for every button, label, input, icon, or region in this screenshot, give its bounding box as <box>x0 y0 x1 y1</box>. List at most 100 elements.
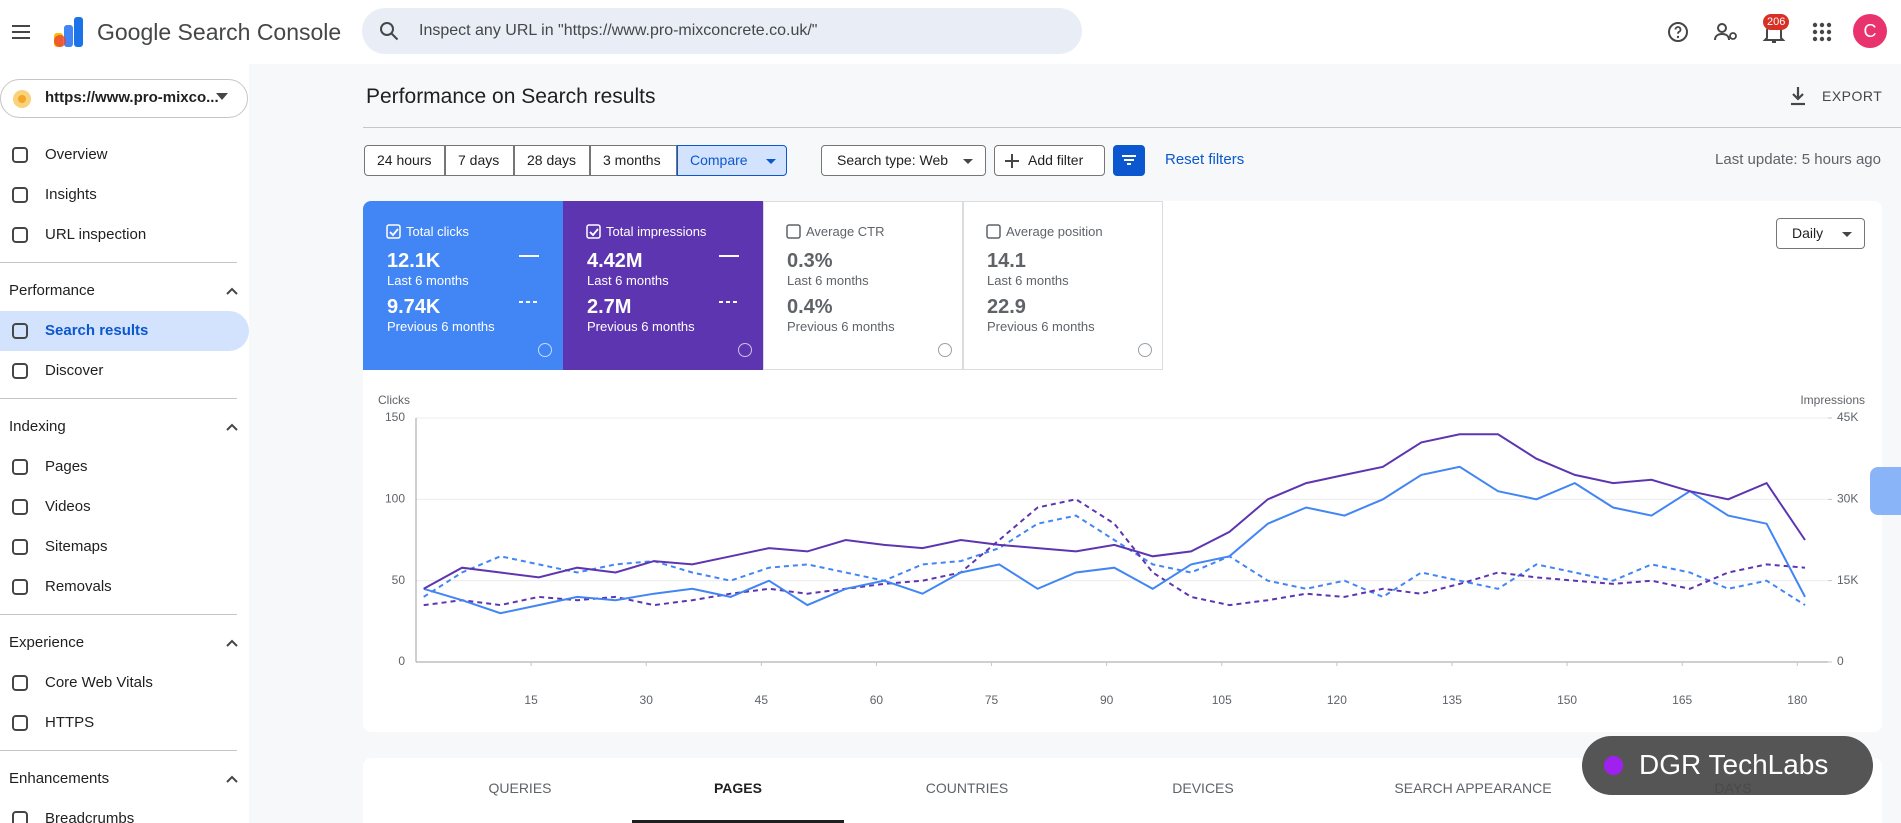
search-type-button[interactable]: Search type: Web <box>821 145 986 176</box>
nav-item[interactable]: URL inspection <box>45 226 147 243</box>
line-legend <box>719 255 739 257</box>
nav-section-title[interactable]: Experience <box>9 634 85 651</box>
card-help <box>538 343 552 357</box>
metric-card[interactable] <box>363 201 563 370</box>
range-button[interactable]: 24 hours <box>364 145 445 176</box>
watermark <box>1582 736 1873 795</box>
metric-card[interactable] <box>963 201 1163 370</box>
export-icon[interactable] <box>1788 85 1808 107</box>
card-current: 0.3% <box>787 250 833 272</box>
nav-icon <box>12 675 28 691</box>
users-icon[interactable] <box>1713 20 1739 44</box>
nav-section-title[interactable]: Performance <box>9 282 95 299</box>
card-label: Average position <box>1006 224 1103 239</box>
filter-icon <box>1122 155 1136 165</box>
nav-item[interactable]: Pages <box>45 458 88 475</box>
card-help <box>1138 343 1152 357</box>
property-url[interactable]: https://www.pro-mixco... <box>45 89 219 106</box>
x-tick-label: 60 <box>870 693 884 707</box>
card-previous-period: Previous 6 months <box>587 319 695 334</box>
nav-icon-shape <box>12 579 28 595</box>
x-tick-label: 150 <box>1557 693 1577 707</box>
tab[interactable]: SEARCH APPEARANCE <box>1394 780 1552 796</box>
reset-filters[interactable]: Reset filters <box>1165 151 1245 168</box>
tab[interactable]: PAGES <box>714 780 762 796</box>
card-previous: 0.4% <box>787 296 833 318</box>
nav-item[interactable]: Discover <box>45 362 104 379</box>
y-tick-label: 50 <box>392 573 406 587</box>
side-tab[interactable] <box>1870 467 1901 515</box>
checkbox <box>986 224 1001 239</box>
add-filter-button[interactable]: Add filter <box>994 145 1105 176</box>
tab[interactable]: QUERIES <box>488 780 552 796</box>
nav-icon-shape <box>12 811 28 823</box>
chevron <box>226 639 238 647</box>
arrow <box>1842 232 1852 237</box>
nav-item[interactable]: Removals <box>45 578 112 595</box>
line-legend <box>719 301 739 303</box>
range-button[interactable]: 28 days <box>514 145 590 176</box>
nav-item[interactable]: Sitemaps <box>45 538 108 555</box>
nav-icon-shape <box>12 187 28 203</box>
nav-section-title[interactable]: Indexing <box>9 418 66 435</box>
metric-card[interactable] <box>563 201 763 370</box>
menu-icon[interactable] <box>9 20 33 44</box>
x-tick-label: 135 <box>1442 693 1462 707</box>
y2-axis-title: Impressions <box>1800 393 1865 407</box>
card-current-period: Last 6 months <box>587 273 669 288</box>
series-line <box>423 514 1806 606</box>
series-line <box>423 498 1806 607</box>
lines <box>1122 155 1136 165</box>
dropdown-arrow <box>1842 232 1852 237</box>
performance-chart: Clicks Impressions 0 50 100 150 0 15K 30K 45K 15 30… <box>378 393 1865 707</box>
nav-item[interactable]: Insights <box>45 186 97 203</box>
search-placeholder[interactable]: Inspect any URL in "https://www.pro-mixc… <box>419 22 818 39</box>
nav-divider <box>0 262 237 263</box>
help <box>1138 343 1152 357</box>
export-button[interactable]: EXPORT <box>1822 88 1883 104</box>
apps-icon[interactable] <box>1811 21 1833 43</box>
range-button[interactable]: 3 months <box>590 145 677 176</box>
avatar[interactable]: C <box>1853 14 1887 48</box>
card-label: Total clicks <box>406 224 469 239</box>
chevron <box>226 775 238 783</box>
x-tick-label: 120 <box>1327 693 1347 707</box>
series-line <box>423 433 1806 590</box>
page-title: Performance on Search results <box>366 85 656 108</box>
card-current-period: Last 6 months <box>987 273 1069 288</box>
range-button[interactable]: 7 days <box>445 145 514 176</box>
x-tick-label: 45 <box>755 693 769 707</box>
tab[interactable]: DEVICES <box>1172 780 1234 796</box>
tab[interactable]: COUNTRIES <box>925 780 1009 796</box>
arrow <box>766 159 776 164</box>
help <box>538 343 552 357</box>
compare-arrow <box>766 159 776 164</box>
y2-tick-label: 45K <box>1837 410 1858 424</box>
checkbox <box>586 224 601 239</box>
search-box[interactable] <box>362 8 1082 54</box>
nav-item[interactable]: Overview <box>45 146 108 163</box>
card-current: 4.42M <box>587 250 643 272</box>
dropdown-arrow <box>963 159 973 164</box>
nav-item[interactable]: Search results <box>45 322 149 339</box>
nav-section-title[interactable]: Enhancements <box>9 770 110 787</box>
section-chevron <box>226 639 238 647</box>
card-checkbox <box>386 224 401 239</box>
range-button[interactable]: Compare <box>677 145 787 176</box>
y-tick-label: 100 <box>385 492 405 506</box>
card-previous-period: Previous 6 months <box>987 319 1095 334</box>
line-legend <box>519 301 539 303</box>
nav-item[interactable]: Core Web Vitals <box>45 674 153 691</box>
nav-icon <box>12 363 28 379</box>
nav-item[interactable]: HTTPS <box>45 714 95 731</box>
plus <box>1005 154 1019 168</box>
property-selector[interactable] <box>0 79 248 118</box>
nav-icon-shape <box>12 147 28 163</box>
section-chevron <box>226 287 238 295</box>
help-icon[interactable] <box>1666 20 1690 44</box>
card-current-period: Last 6 months <box>387 273 469 288</box>
metric-card[interactable] <box>763 201 963 370</box>
chevron <box>226 423 238 431</box>
nav-item[interactable]: Breadcrumbs <box>45 810 135 823</box>
nav-item[interactable]: Videos <box>45 498 91 515</box>
